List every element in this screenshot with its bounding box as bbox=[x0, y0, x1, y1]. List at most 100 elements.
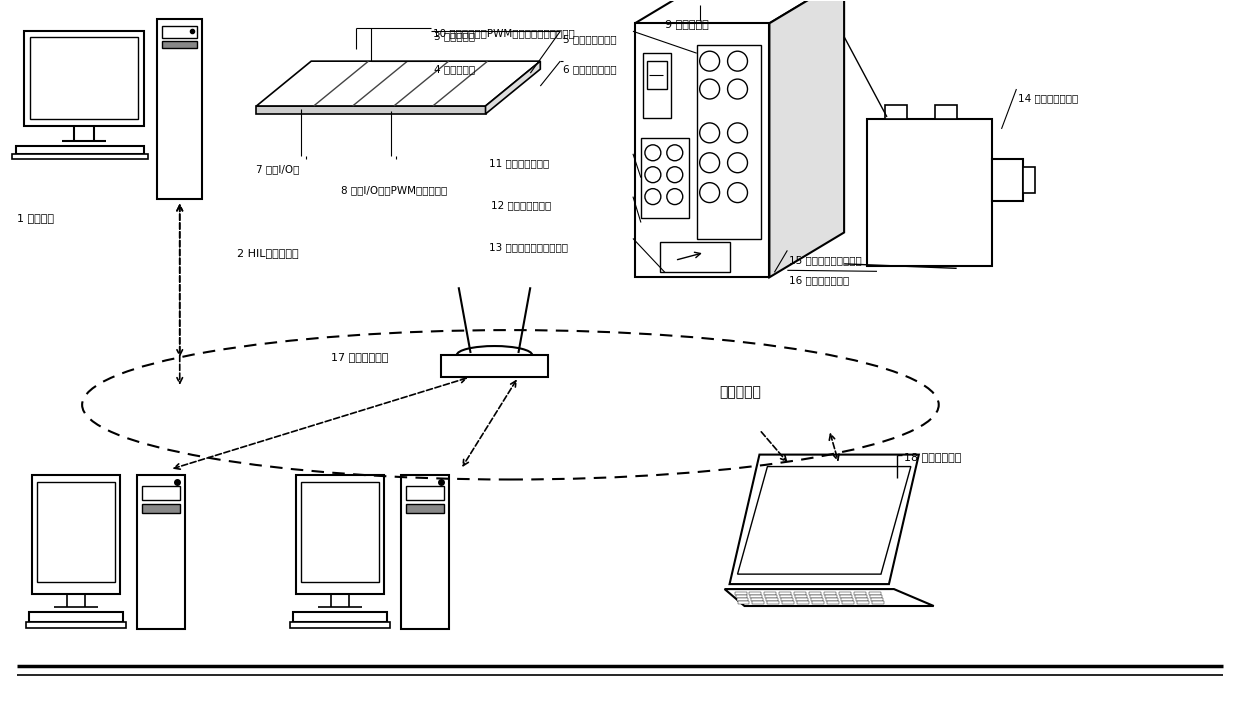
Bar bbox=[1023, 167, 1035, 192]
Bar bbox=[753, 601, 764, 604]
Bar bbox=[870, 598, 883, 600]
Text: 16 电机驱动电压口: 16 电机驱动电压口 bbox=[790, 275, 849, 286]
Circle shape bbox=[699, 123, 719, 143]
Bar bbox=[781, 598, 794, 600]
Bar bbox=[301, 482, 379, 582]
Bar bbox=[12, 154, 148, 159]
Circle shape bbox=[699, 153, 719, 173]
Circle shape bbox=[645, 189, 661, 204]
Bar bbox=[734, 592, 746, 595]
Bar bbox=[440, 355, 548, 377]
Polygon shape bbox=[738, 467, 911, 574]
Text: 2 HIL数据采集卡: 2 HIL数据采集卡 bbox=[237, 248, 298, 259]
Text: 6 编码信号输出口: 6 编码信号输出口 bbox=[563, 64, 616, 74]
Bar bbox=[796, 598, 808, 600]
Bar bbox=[839, 592, 851, 595]
Bar bbox=[867, 119, 992, 267]
Bar bbox=[795, 592, 806, 595]
Circle shape bbox=[699, 182, 719, 203]
Bar bbox=[810, 595, 822, 597]
Bar bbox=[782, 601, 795, 604]
Circle shape bbox=[728, 182, 748, 203]
Bar bbox=[405, 486, 444, 501]
Bar bbox=[141, 486, 180, 501]
Circle shape bbox=[728, 123, 748, 143]
Bar bbox=[869, 592, 880, 595]
Circle shape bbox=[667, 167, 683, 182]
Bar bbox=[764, 592, 776, 595]
Circle shape bbox=[728, 153, 748, 173]
Text: 14 单相整流输出口: 14 单相整流输出口 bbox=[1018, 93, 1079, 103]
Bar bbox=[641, 138, 688, 218]
Circle shape bbox=[728, 79, 748, 99]
Bar bbox=[735, 595, 748, 597]
Bar bbox=[826, 598, 838, 600]
Text: 4 模拟输出口: 4 模拟输出口 bbox=[434, 64, 475, 74]
Bar bbox=[737, 598, 749, 600]
Bar bbox=[136, 474, 185, 629]
Polygon shape bbox=[635, 23, 769, 277]
Text: 10 数字输入口（PWM控制信号隔离输入口）: 10 数字输入口（PWM控制信号隔离输入口） bbox=[433, 28, 574, 38]
Bar bbox=[161, 26, 197, 38]
Text: 局域网示意: 局域网示意 bbox=[719, 385, 761, 399]
Bar bbox=[856, 595, 867, 597]
Bar bbox=[751, 598, 764, 600]
Bar bbox=[401, 474, 449, 629]
Text: 13 编码器信号输入输出口: 13 编码器信号输入输出口 bbox=[489, 243, 568, 252]
Bar bbox=[16, 146, 144, 154]
Bar bbox=[780, 592, 791, 595]
Text: 3 模拟输入口: 3 模拟输入口 bbox=[434, 31, 475, 41]
Bar bbox=[841, 598, 853, 600]
Circle shape bbox=[667, 145, 683, 160]
Circle shape bbox=[645, 145, 661, 160]
Bar bbox=[827, 601, 839, 604]
Bar bbox=[161, 41, 197, 48]
Bar bbox=[405, 504, 444, 513]
Text: 9 电机驱动柜: 9 电机驱动柜 bbox=[665, 19, 708, 29]
Bar bbox=[780, 595, 792, 597]
Bar bbox=[156, 19, 202, 199]
Bar bbox=[768, 601, 780, 604]
Bar bbox=[296, 474, 384, 594]
Bar bbox=[290, 622, 389, 628]
Bar bbox=[660, 243, 729, 272]
Text: 12 逆变电压输出口: 12 逆变电压输出口 bbox=[491, 201, 551, 211]
Polygon shape bbox=[729, 455, 919, 584]
Text: 15 电机编码信号输出口: 15 电机编码信号输出口 bbox=[790, 255, 862, 265]
Circle shape bbox=[667, 189, 683, 204]
Polygon shape bbox=[769, 0, 844, 277]
Bar bbox=[697, 45, 761, 240]
Bar bbox=[854, 592, 866, 595]
Bar bbox=[750, 595, 763, 597]
Polygon shape bbox=[635, 0, 844, 23]
Bar bbox=[141, 504, 180, 513]
Circle shape bbox=[699, 51, 719, 71]
Bar bbox=[857, 601, 869, 604]
Bar bbox=[738, 601, 749, 604]
Polygon shape bbox=[724, 589, 934, 606]
Bar bbox=[294, 612, 387, 622]
Polygon shape bbox=[257, 106, 486, 114]
Bar bbox=[992, 159, 1023, 201]
Bar bbox=[935, 105, 957, 119]
Bar bbox=[647, 61, 667, 89]
Bar bbox=[797, 601, 810, 604]
Text: 1 被控电脑: 1 被控电脑 bbox=[17, 213, 55, 223]
Bar bbox=[25, 31, 144, 126]
Circle shape bbox=[645, 167, 661, 182]
Bar bbox=[30, 37, 138, 119]
Circle shape bbox=[728, 51, 748, 71]
Bar bbox=[810, 592, 821, 595]
Bar bbox=[812, 601, 825, 604]
Bar bbox=[825, 592, 836, 595]
Polygon shape bbox=[486, 61, 541, 114]
Bar bbox=[766, 598, 779, 600]
Text: 18 多台主控电脑: 18 多台主控电脑 bbox=[904, 452, 961, 462]
Bar bbox=[870, 595, 882, 597]
Bar bbox=[811, 598, 823, 600]
Bar bbox=[841, 595, 852, 597]
Bar bbox=[749, 592, 761, 595]
Text: 17 高性能路由器: 17 高性能路由器 bbox=[331, 352, 388, 362]
Circle shape bbox=[699, 79, 719, 99]
Bar bbox=[825, 595, 837, 597]
